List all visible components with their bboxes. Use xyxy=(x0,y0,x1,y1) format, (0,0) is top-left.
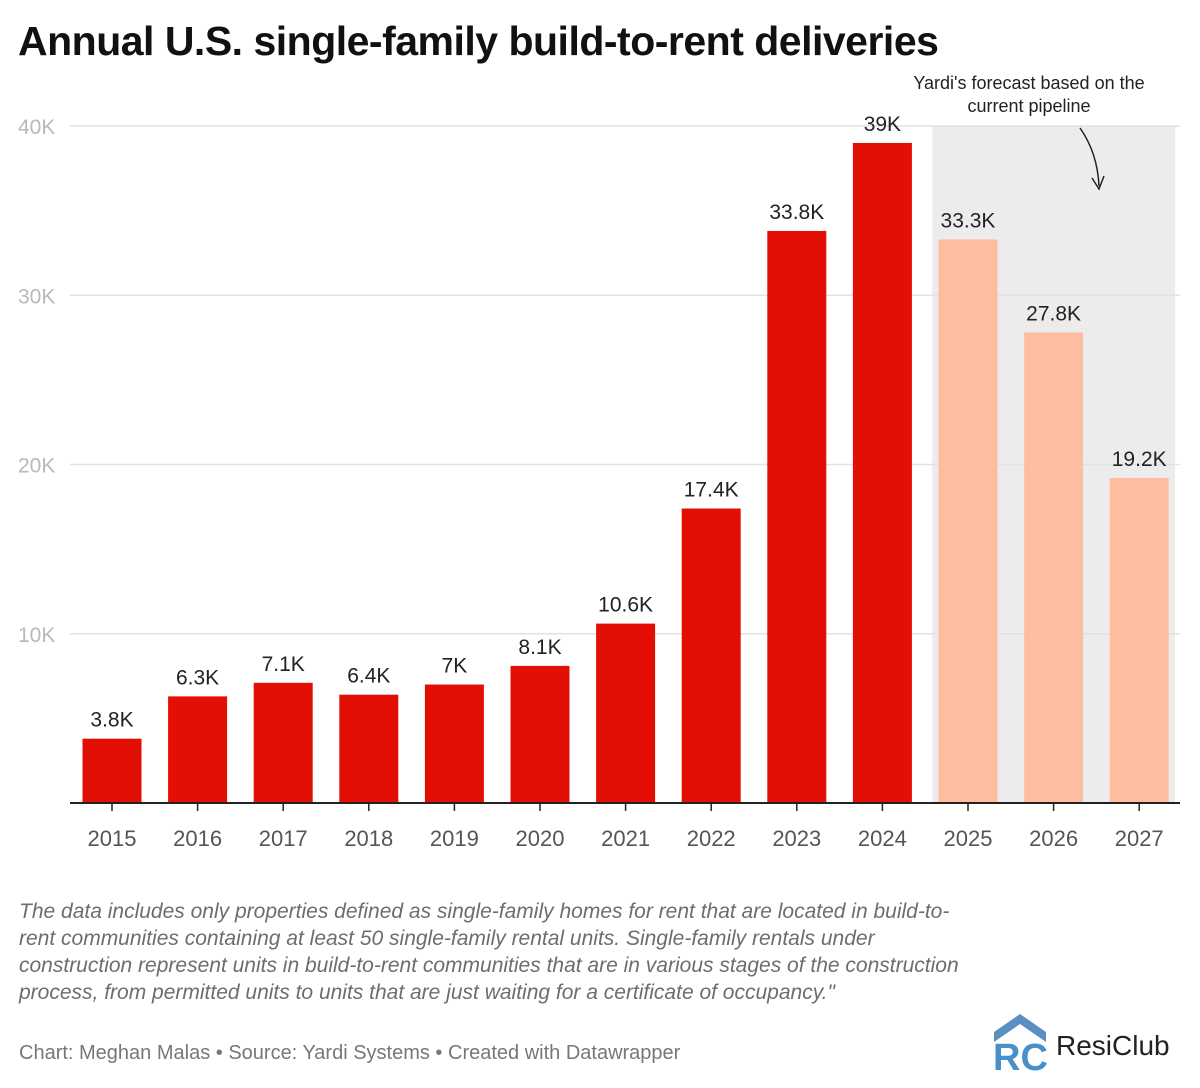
x-tick-label: 2021 xyxy=(601,826,650,851)
logo-mark-text: RC xyxy=(993,1037,1048,1074)
x-tick-label: 2015 xyxy=(88,826,137,851)
logo-text: ResiClub xyxy=(1056,1030,1170,1061)
bar xyxy=(339,694,399,803)
bar xyxy=(82,738,142,803)
bar xyxy=(767,230,827,803)
bar xyxy=(596,623,656,803)
data-label: 27.8K xyxy=(1026,302,1081,325)
x-tick-label: 2026 xyxy=(1029,826,1078,851)
forecast-annotation-text: current pipeline xyxy=(967,96,1090,116)
data-label: 3.8K xyxy=(90,709,133,732)
data-label: 7K xyxy=(442,655,468,678)
bar-chart: 10K 20K 30K 40K 3.8K 6.3K 7.1K 6.4K 7K 8.1K 10.6K… xyxy=(18,73,1180,851)
y-tick-label: 20K xyxy=(18,455,55,478)
annotation-arrowhead-icon xyxy=(1091,175,1105,191)
x-tick-label: 2019 xyxy=(430,826,479,851)
x-tick-label: 2022 xyxy=(687,826,736,851)
x-tick-label: 2016 xyxy=(173,826,222,851)
bar xyxy=(852,142,912,804)
chart-credits: Chart: Meghan Malas • Source: Yardi Syst… xyxy=(19,1042,681,1064)
bar xyxy=(681,508,741,803)
bar xyxy=(510,665,570,803)
x-tick-label: 2027 xyxy=(1115,826,1164,851)
data-label: 10.6K xyxy=(598,594,653,617)
data-label: 17.4K xyxy=(684,479,739,502)
bar xyxy=(938,239,998,803)
forecast-annotation-text: Yardi's forecast based on the xyxy=(913,73,1144,93)
chart-footnote: The data includes only properties define… xyxy=(19,900,959,1004)
bar xyxy=(424,684,484,803)
chart-title: Annual U.S. single-family build-to-rent … xyxy=(18,18,939,64)
x-tick-label: 2020 xyxy=(516,826,565,851)
data-label: 33.8K xyxy=(769,201,824,224)
y-tick-label: 40K xyxy=(18,116,55,139)
annotation-arrow-icon xyxy=(1079,127,1100,187)
data-label: 7.1K xyxy=(262,653,305,676)
data-label: 6.4K xyxy=(347,665,390,688)
y-tick-label: 30K xyxy=(18,285,55,308)
resiclub-logo: RC ResiClub xyxy=(990,1012,1190,1074)
data-label: 8.1K xyxy=(518,636,561,659)
data-label: 6.3K xyxy=(176,666,219,689)
y-tick-label: 10K xyxy=(18,624,55,647)
x-tick-label: 2025 xyxy=(944,826,993,851)
bar xyxy=(1024,332,1084,803)
x-tick-label: 2017 xyxy=(259,826,308,851)
x-tick-label: 2018 xyxy=(344,826,393,851)
x-tick-label: 2024 xyxy=(858,826,907,851)
data-label: 39K xyxy=(864,113,901,136)
bar xyxy=(253,682,313,803)
data-label: 33.3K xyxy=(941,209,996,232)
bar xyxy=(1109,478,1169,803)
data-label: 19.2K xyxy=(1112,448,1167,471)
x-tick-label: 2023 xyxy=(772,826,821,851)
resiclub-house-logo-icon: RC xyxy=(993,1014,1048,1074)
bar xyxy=(168,696,228,803)
